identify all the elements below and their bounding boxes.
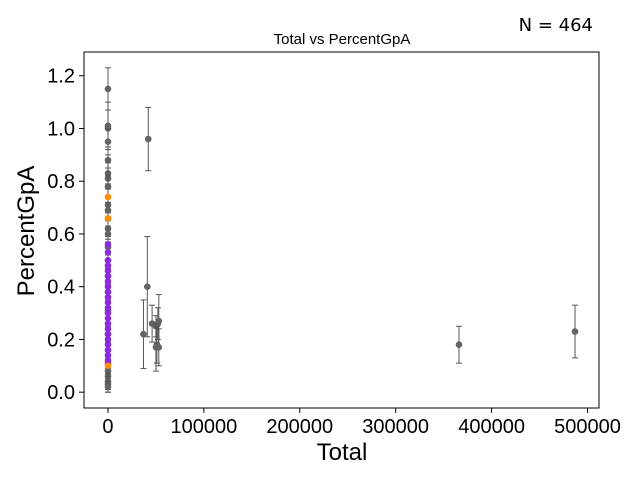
data-point (104, 325, 112, 333)
series-purple (104, 241, 112, 364)
data-point (104, 278, 112, 285)
data-point (104, 288, 112, 296)
data-point (104, 241, 112, 248)
data-point (144, 135, 152, 143)
y-tick-label: 1.2 (47, 66, 75, 88)
x-axis-label: Total (317, 439, 368, 466)
data-point (104, 309, 112, 317)
data-point (104, 315, 112, 322)
data-point (104, 249, 112, 256)
x-tick-label: 0 (102, 416, 113, 438)
data-point (104, 257, 112, 264)
x-tick-label: 500000 (554, 416, 621, 438)
x-tick-label: 100000 (171, 416, 238, 438)
y-tick-label: 0.2 (47, 329, 75, 351)
data-point (104, 267, 112, 275)
y-tick-label: 0.0 (47, 382, 75, 404)
data-point (104, 320, 112, 327)
data-point (104, 383, 112, 391)
data-point (455, 341, 463, 349)
data-point (104, 346, 112, 354)
data-point (104, 336, 112, 343)
data-point (155, 317, 163, 325)
data-point (104, 138, 112, 145)
data-point (155, 344, 163, 351)
data-point (104, 362, 112, 370)
data-point (104, 206, 112, 214)
data-point (104, 156, 112, 164)
y-tick-label: 0.4 (47, 277, 75, 299)
data-point (104, 304, 112, 312)
y-tick-label: 0.8 (47, 171, 75, 193)
series-orange (104, 193, 112, 370)
series-gray (104, 67, 579, 393)
data-point (104, 262, 112, 269)
data-point (104, 330, 112, 338)
data-point (104, 283, 112, 290)
y-tick-label: 1.0 (47, 118, 75, 140)
plot-frame (83, 51, 600, 409)
y-tick-label: 0.6 (47, 224, 75, 246)
x-tick-label: 400000 (458, 416, 525, 438)
data-point (104, 85, 112, 93)
x-tick-label: 200000 (266, 416, 333, 438)
data-point (140, 330, 147, 338)
y-axis-label: PercentGpA (13, 166, 40, 297)
data-point (104, 214, 112, 222)
data-point (104, 183, 112, 190)
chart-title: Total vs PercentGpA (274, 31, 411, 48)
axis-ticks: 0 100000 200000 300000 400000 500000 0.0 0.2 0.4… (47, 66, 621, 438)
data-point (104, 351, 112, 359)
data-point (104, 293, 112, 301)
chart-marks (104, 67, 579, 393)
data-point (104, 341, 112, 349)
x-tick-label: 300000 (362, 416, 429, 438)
data-point (104, 230, 112, 238)
data-point (104, 193, 112, 201)
data-point (571, 328, 579, 335)
data-point (143, 283, 151, 290)
data-point (104, 357, 112, 364)
data-point (104, 272, 112, 280)
sample-size-annotation: N = 464 (519, 15, 593, 36)
data-point (104, 299, 112, 306)
